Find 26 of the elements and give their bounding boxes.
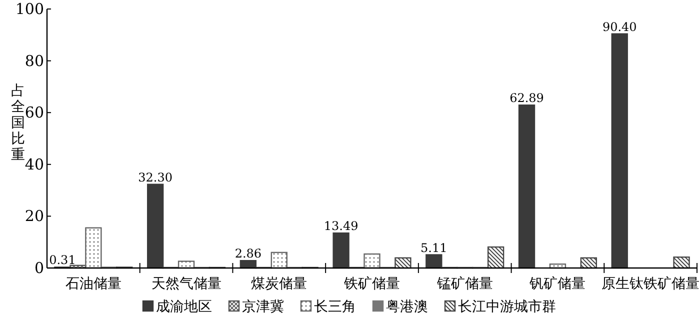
x-tick-label: 原生钛铁矿储量 bbox=[602, 276, 700, 292]
y-tick-label: 100 bbox=[15, 0, 44, 18]
data-label: 0.31 bbox=[49, 253, 76, 268]
data-label: 62.89 bbox=[510, 91, 544, 106]
legend-label: 成渝地区 bbox=[156, 299, 212, 315]
data-label: 32.30 bbox=[138, 170, 173, 184]
legend-label: 粤港澳 bbox=[386, 299, 428, 315]
legend-label: 长江中游城市群 bbox=[458, 299, 556, 315]
data-label: 5.11 bbox=[420, 240, 448, 255]
x-tick-label: 铁矿储量 bbox=[343, 276, 400, 292]
data-label: 13.49 bbox=[324, 219, 358, 234]
y-tick-label: 80 bbox=[24, 52, 44, 70]
data-label: 2.86 bbox=[234, 246, 262, 261]
data-label: 90.40 bbox=[602, 20, 637, 34]
legend-label: 京津冀 bbox=[242, 299, 284, 315]
x-tick-label: 天然气储量 bbox=[151, 276, 222, 292]
y-tick-label: 20 bbox=[24, 207, 44, 226]
y-tick-label: 0 bbox=[34, 259, 44, 277]
y-axis-title: 占全国比重 bbox=[11, 83, 25, 163]
x-tick-label: 石油储量 bbox=[65, 276, 122, 292]
legend-label: 长三角 bbox=[314, 299, 356, 315]
x-tick-label: 钒矿储量 bbox=[528, 276, 586, 292]
x-tick-label: 锰矿储量 bbox=[436, 276, 493, 292]
x-tick-label: 煤炭储量 bbox=[251, 276, 308, 292]
y-tick-label: 60 bbox=[24, 104, 44, 122]
y-tick-label: 40 bbox=[24, 155, 44, 174]
